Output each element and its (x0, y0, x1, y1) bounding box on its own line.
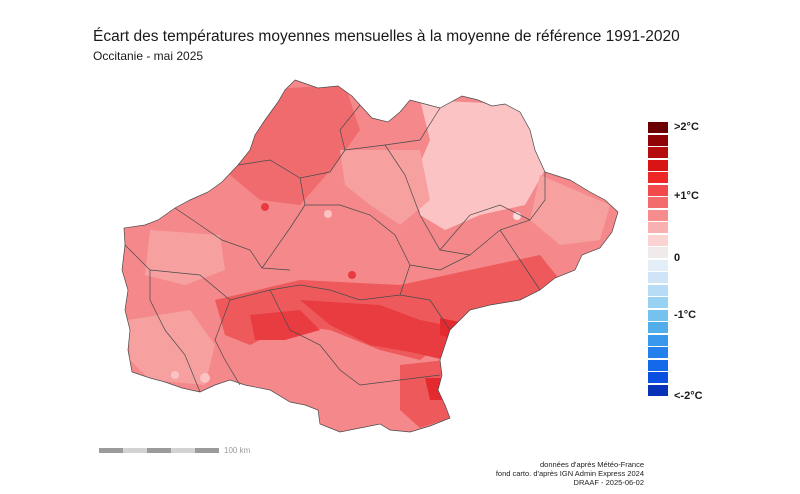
legend-swatch (648, 384, 668, 396)
legend-label-zero: 0 (674, 252, 681, 265)
legend-swatch (648, 334, 668, 346)
map-subtitle: Occitanie - mai 2025 (93, 49, 204, 63)
department-borders (121, 79, 619, 433)
credits: données d'après Météo-France fond carto.… (496, 460, 644, 487)
legend-swatch (648, 184, 668, 196)
legend-label-max: >2°C (674, 121, 699, 133)
legend-swatch (648, 259, 668, 271)
legend-swatch (648, 172, 668, 183)
legend-swatch (648, 284, 668, 296)
credit-basemap: fond carto. d'après IGN Admin Express 20… (495, 469, 644, 478)
legend-swatch (648, 247, 668, 258)
legend-swatch (648, 122, 668, 133)
scale-label: 100 km (224, 446, 251, 455)
temperature-anomaly-fill (122, 80, 618, 432)
scale-bar (99, 448, 219, 453)
legend-swatch (648, 234, 668, 246)
legend-swatch (648, 372, 668, 383)
legend-swatch (648, 359, 668, 371)
legend-label-plus1: +1°C (674, 189, 699, 202)
legend-swatch (648, 222, 668, 233)
legend-swatch (648, 309, 668, 321)
legend-label-min: <-2°C (674, 389, 703, 402)
legend-swatch (648, 347, 668, 358)
legend-swatch (648, 159, 668, 171)
legend-label-minus1: -1°C (674, 308, 697, 321)
map-title: Écart des températures moyennes mensuell… (93, 28, 680, 45)
legend-swatch (648, 134, 668, 146)
legend-swatch (648, 297, 668, 308)
legend-swatch (648, 272, 668, 283)
legend-swatch (648, 197, 668, 208)
credit-author: DRAAF - 2025-06-02 (573, 478, 644, 487)
legend-swatch (648, 322, 668, 333)
legend-swatch (648, 147, 668, 158)
legend-swatch (648, 209, 668, 221)
credit-source: données d'après Météo-France (540, 460, 644, 469)
